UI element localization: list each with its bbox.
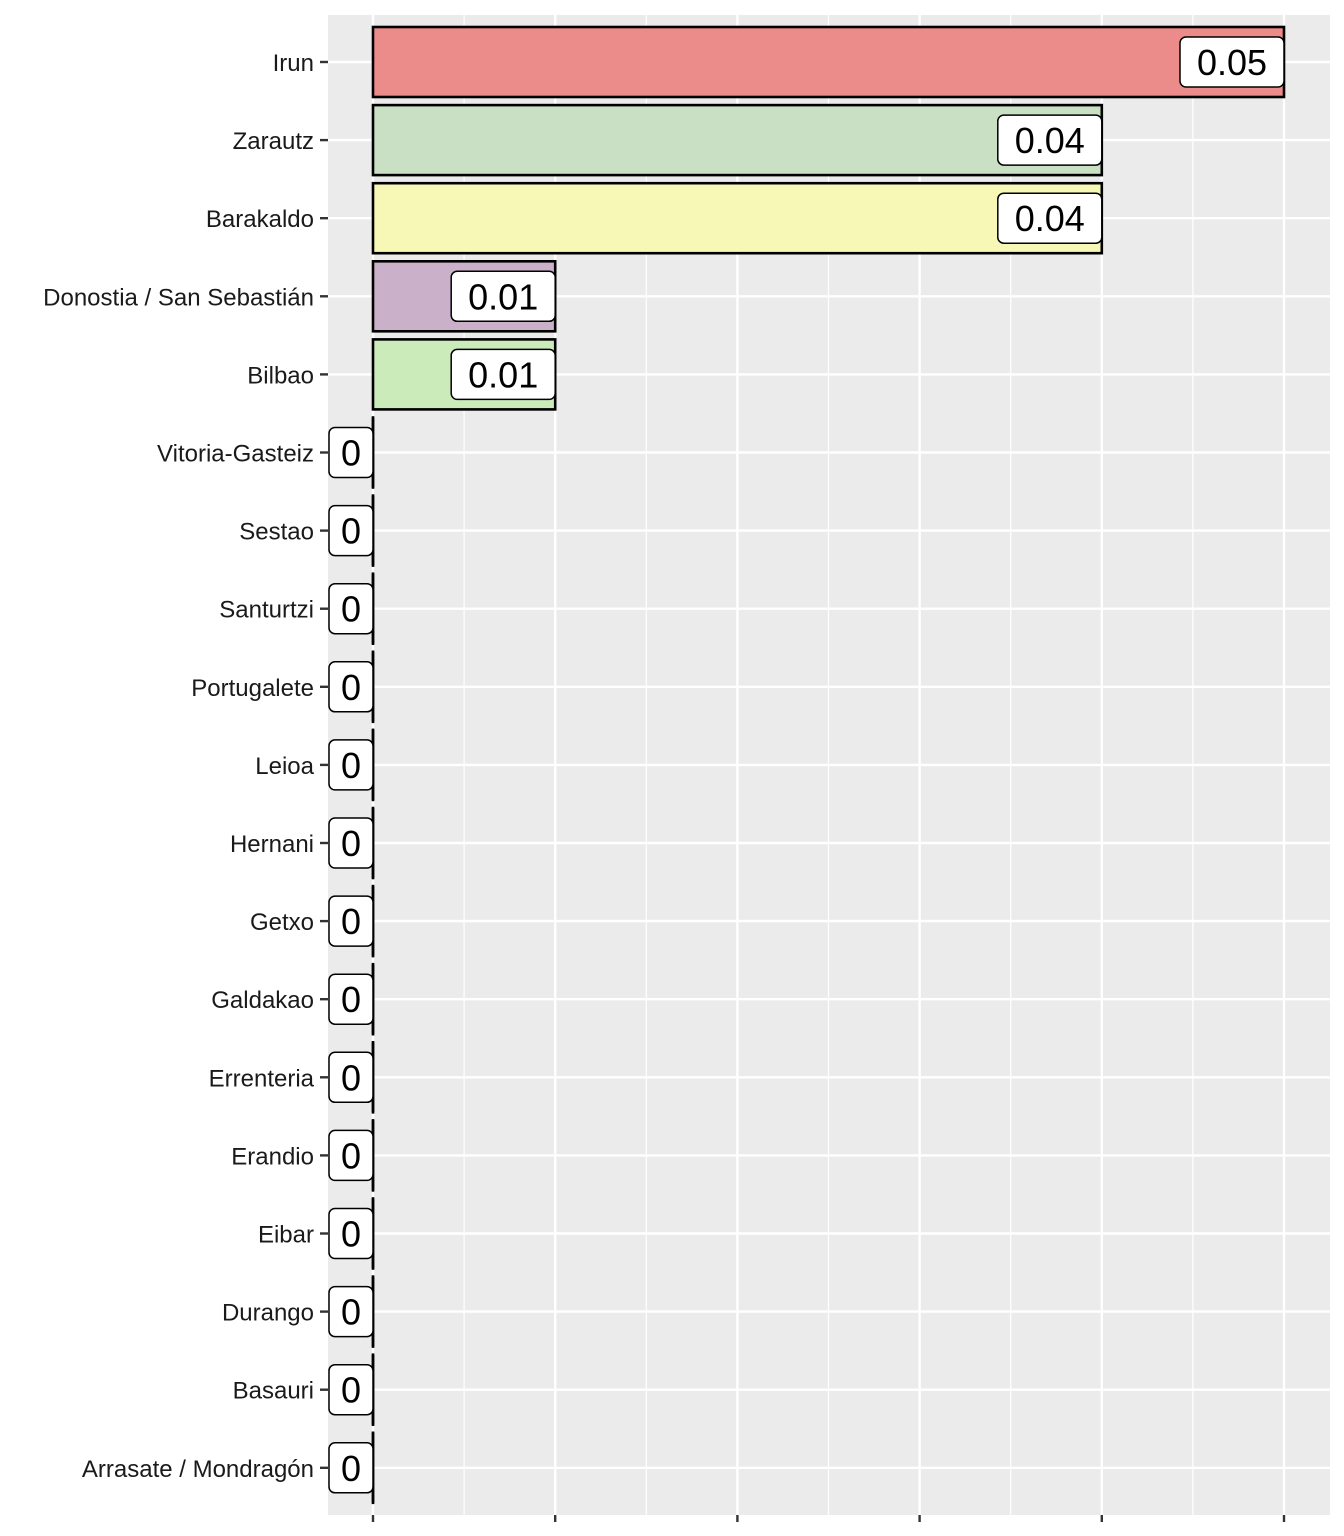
y-tick-label: Arrasate / Mondragón xyxy=(82,1456,314,1483)
data-label: 0.05 xyxy=(1197,42,1267,83)
data-label: 0.01 xyxy=(468,354,538,395)
y-tick-label: Irun xyxy=(273,50,314,77)
data-label-box xyxy=(328,1285,374,1338)
y-tick-label: Zarautz xyxy=(233,128,314,155)
data-label-box xyxy=(328,739,374,791)
y-tick-label: Sestao xyxy=(239,519,314,546)
data-label: 0 xyxy=(341,433,361,474)
y-tick-label: Portugalete xyxy=(191,675,314,702)
data-label: 0 xyxy=(341,745,361,786)
data-label: 0.04 xyxy=(1015,120,1085,161)
data-label-box xyxy=(997,192,1103,244)
y-tick-label: Basauri xyxy=(233,1378,314,1405)
data-label-box xyxy=(328,426,374,479)
data-label: 0 xyxy=(341,823,361,864)
y-tick-label: Eibar xyxy=(258,1222,314,1249)
bar xyxy=(371,25,1286,99)
data-label: 0 xyxy=(341,511,361,552)
data-label: 0 xyxy=(341,1057,361,1098)
bar xyxy=(371,181,1104,255)
data-label-box xyxy=(328,1207,374,1260)
y-tick-label: Leioa xyxy=(255,753,314,780)
y-tick-label: Erandio xyxy=(231,1143,314,1170)
data-label-box xyxy=(328,1051,374,1104)
data-label-box xyxy=(328,1129,374,1182)
y-tick-label: Barakaldo xyxy=(206,206,314,233)
y-tick-label: Galdakao xyxy=(211,987,314,1014)
bar xyxy=(371,103,1104,177)
y-tick-label: Donostia / San Sebastián xyxy=(43,284,314,311)
data-label-box xyxy=(328,504,374,557)
data-label: 0 xyxy=(341,1292,361,1333)
data-label: 0 xyxy=(341,667,361,708)
data-label-box xyxy=(328,582,374,635)
y-tick-label: Durango xyxy=(222,1300,314,1327)
data-label-box xyxy=(450,270,556,323)
data-label-box xyxy=(328,817,374,869)
data-label: 0 xyxy=(341,1135,361,1176)
data-label: 0.04 xyxy=(1015,198,1085,239)
data-label-box xyxy=(328,973,374,1025)
data-label-box xyxy=(328,661,374,713)
data-label: 0 xyxy=(341,1370,361,1411)
y-tick-label: Bilbao xyxy=(247,362,314,389)
y-tick-label: Hernani xyxy=(230,831,314,858)
data-label: 0 xyxy=(341,589,361,630)
data-label: 0 xyxy=(341,979,361,1020)
data-label-box xyxy=(450,348,556,401)
y-tick-label: Santurtzi xyxy=(219,597,314,624)
y-tick-label: Vitoria-Gasteiz xyxy=(157,441,314,468)
data-label-box xyxy=(997,114,1103,166)
data-label: 0 xyxy=(341,1448,361,1489)
data-label: 0 xyxy=(341,901,361,942)
data-label: 0.01 xyxy=(468,276,538,317)
y-tick-label: Errenteria xyxy=(209,1065,315,1092)
data-label-box xyxy=(328,1363,374,1416)
data-label: 0 xyxy=(341,1214,361,1255)
data-label-box xyxy=(1179,36,1285,88)
data-label-box xyxy=(328,895,374,947)
y-tick-label: Getxo xyxy=(250,909,314,936)
data-label-box xyxy=(328,1442,374,1494)
